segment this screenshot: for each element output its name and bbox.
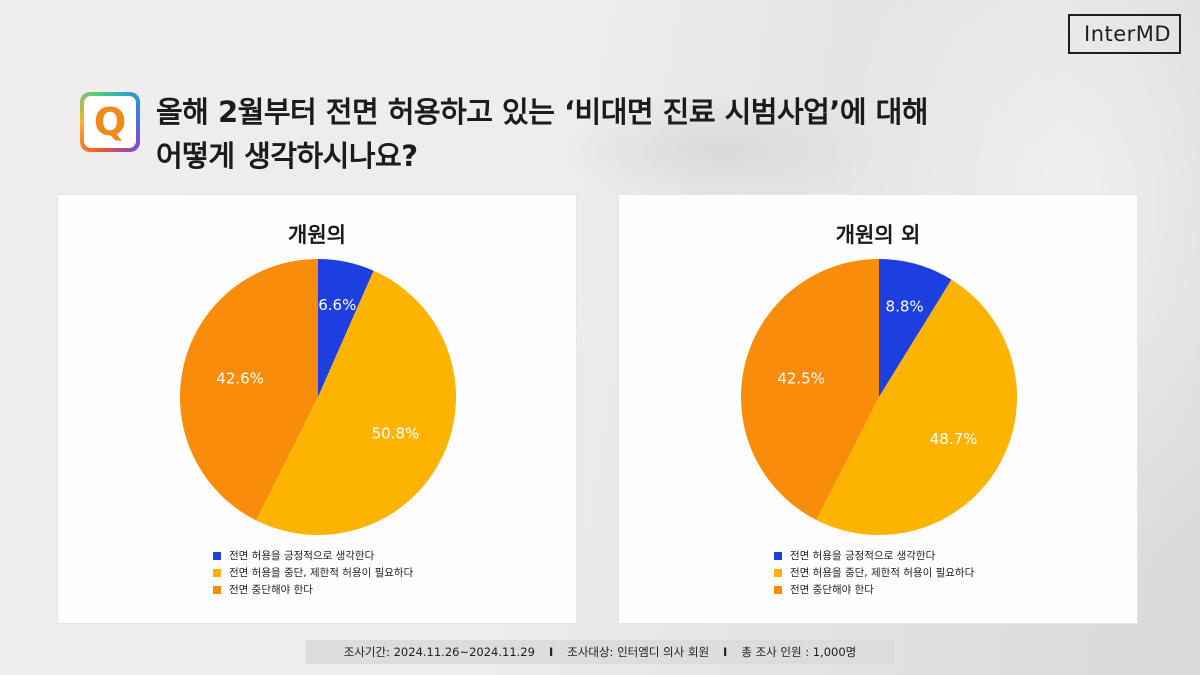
footer-separator: I bbox=[548, 645, 554, 659]
legend-item-restrict: 전면 허용을 중단, 제한적 허용이 필요하다 bbox=[774, 564, 974, 581]
footer-separator: I bbox=[723, 645, 728, 659]
question-badge-inner: Q bbox=[84, 96, 136, 148]
legend-item-positive: 전면 허용을 긍정적으로 생각한다 bbox=[213, 547, 413, 564]
legend-swatch-stop bbox=[774, 585, 782, 594]
pie-slice-label: 42.5% bbox=[777, 369, 825, 387]
question-title: 올해 2월부터 전면 허용하고 있는 ‘비대면 진료 시범사업’에 대해 어떻게… bbox=[156, 90, 1036, 178]
legend-label: 전면 허용을 중단, 제한적 허용이 필요하다 bbox=[229, 567, 414, 579]
pie-slice-positive bbox=[879, 259, 952, 397]
pie-slice-restrict bbox=[816, 279, 1018, 535]
survey-target: 조사대상: 인터엠디 의사 회원 bbox=[567, 645, 710, 659]
chart-title: 개원의 외 bbox=[835, 223, 921, 247]
question-line-2: 어떻게 생각하시나요? bbox=[156, 139, 418, 173]
brand-logo-text: InterMD bbox=[1084, 22, 1172, 46]
legend-item-positive: 전면 허용을 긍정적으로 생각한다 bbox=[774, 547, 974, 564]
question-line-1: 올해 2월부터 전면 허용하고 있는 ‘비대면 진료 시범사업’에 대해 bbox=[156, 95, 928, 129]
survey-info-footer: 조사기간: 2024.11.26~2024.11.29 I 조사대상: 인터엠디… bbox=[306, 640, 894, 664]
pie-slice-label: 6.6% bbox=[318, 296, 356, 314]
legend-swatch-stop bbox=[213, 585, 221, 594]
pie-chart: 8.8% 48.7% 42.5% bbox=[741, 259, 1018, 535]
legend-swatch-restrict bbox=[774, 568, 782, 577]
legend-item-restrict: 전면 허용을 중단, 제한적 허용이 필요하다 bbox=[213, 564, 413, 581]
pie-slice-restrict bbox=[256, 270, 457, 535]
chart-legend: 전면 허용을 긍정적으로 생각한다 전면 허용을 중단, 제한적 허용이 필요하… bbox=[213, 547, 413, 598]
legend-label: 전면 허용을 긍정적으로 생각한다 bbox=[790, 550, 936, 562]
survey-total: 총 조사 인원 : 1,000명 bbox=[741, 645, 857, 659]
pie-slice-label: 50.8% bbox=[372, 424, 420, 442]
legend-swatch-positive bbox=[774, 551, 782, 560]
chart-panel-clinic-owners: 개원의 6.6% 50.8% 42.6% 전면 허용을 긍정적으로 생각한다 전면 … bbox=[57, 194, 577, 624]
chart-legend: 전면 허용을 긍정적으로 생각한다 전면 허용을 중단, 제한적 허용이 필요하… bbox=[774, 547, 974, 598]
legend-label: 전면 허용을 중단, 제한적 허용이 필요하다 bbox=[790, 567, 975, 579]
legend-label: 전면 중단해야 한다 bbox=[229, 584, 313, 596]
pie-slice-label: 8.8% bbox=[886, 298, 924, 316]
pie-slice-stop bbox=[741, 259, 879, 520]
legend-item-stop: 전면 중단해야 한다 bbox=[774, 581, 974, 598]
legend-label: 전면 허용을 긍정적으로 생각한다 bbox=[229, 550, 375, 562]
pie-slice-label: 48.7% bbox=[930, 430, 978, 448]
background-shadow bbox=[560, 90, 880, 210]
chart-title: 개원의 bbox=[288, 223, 346, 247]
legend-swatch-restrict bbox=[213, 568, 221, 577]
pie-slice-positive bbox=[318, 259, 374, 397]
pie-slice-label: 42.6% bbox=[216, 370, 264, 388]
pie-slice-stop bbox=[180, 259, 318, 521]
question-badge: Q bbox=[80, 92, 140, 152]
pie-chart: 6.6% 50.8% 42.6% bbox=[180, 259, 457, 535]
brand-logo: InterMD bbox=[1068, 14, 1182, 54]
survey-period: 조사기간: 2024.11.26~2024.11.29 bbox=[343, 645, 535, 659]
legend-label: 전면 중단해야 한다 bbox=[790, 584, 874, 596]
legend-item-stop: 전면 중단해야 한다 bbox=[213, 581, 413, 598]
question-badge-letter: Q bbox=[93, 100, 127, 144]
chart-panel-non-clinic-owners: 개원의 외 8.8% 48.7% 42.5% 전면 허용을 긍정적으로 생각한다 전… bbox=[618, 194, 1138, 624]
legend-swatch-positive bbox=[213, 551, 221, 560]
